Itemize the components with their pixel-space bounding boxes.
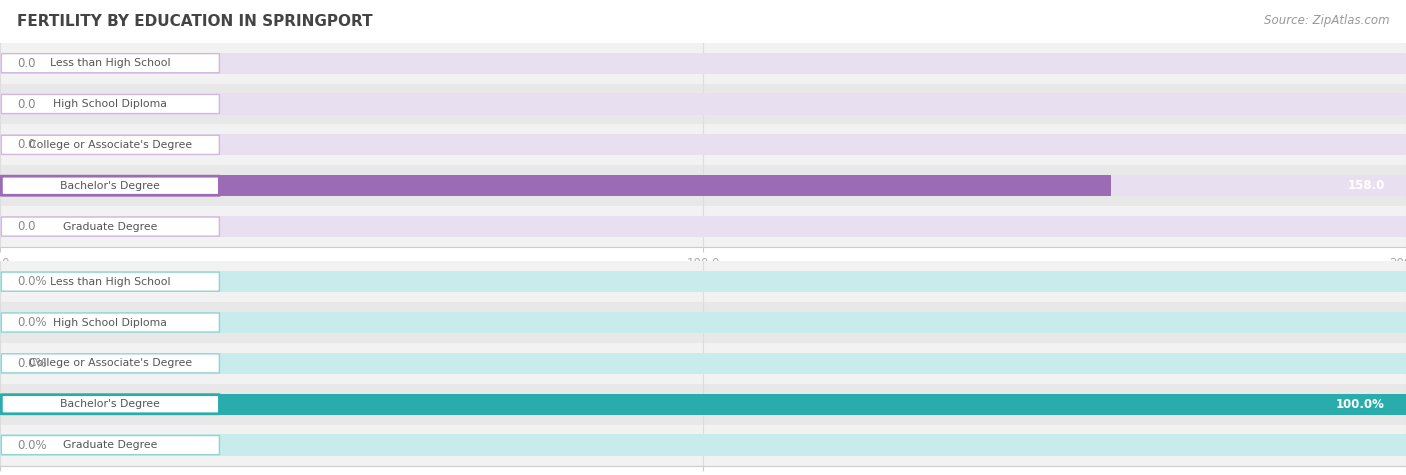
Text: 0.0%: 0.0% <box>17 357 46 370</box>
Bar <box>0 302 1406 343</box>
Bar <box>0 124 1406 165</box>
Text: 0.0%: 0.0% <box>17 316 46 329</box>
Bar <box>0 53 1406 74</box>
Text: Graduate Degree: Graduate Degree <box>63 221 157 232</box>
Text: Less than High School: Less than High School <box>51 276 170 287</box>
FancyBboxPatch shape <box>1 313 219 332</box>
FancyBboxPatch shape <box>1 436 219 455</box>
FancyBboxPatch shape <box>1 217 219 236</box>
Bar <box>0 271 1406 292</box>
Bar <box>0 134 1406 155</box>
Bar <box>0 261 1406 302</box>
FancyBboxPatch shape <box>1 395 219 414</box>
Bar <box>0 43 1406 84</box>
Bar <box>0 216 1406 237</box>
Text: 100.0%: 100.0% <box>1336 398 1385 411</box>
FancyBboxPatch shape <box>1 95 219 114</box>
Text: High School Diploma: High School Diploma <box>53 99 167 109</box>
Bar <box>0 435 1406 456</box>
Text: Less than High School: Less than High School <box>51 58 170 68</box>
Bar <box>0 312 1406 333</box>
Bar <box>0 175 1406 196</box>
Text: College or Associate's Degree: College or Associate's Degree <box>28 358 193 369</box>
Bar <box>0 94 1406 114</box>
FancyBboxPatch shape <box>1 135 219 154</box>
Bar <box>0 206 1406 247</box>
Text: Bachelor's Degree: Bachelor's Degree <box>60 399 160 409</box>
Text: Source: ZipAtlas.com: Source: ZipAtlas.com <box>1264 14 1389 27</box>
Bar <box>0 394 1406 415</box>
Text: College or Associate's Degree: College or Associate's Degree <box>28 140 193 150</box>
Text: 0.0: 0.0 <box>17 138 35 152</box>
Text: 0.0: 0.0 <box>17 220 35 233</box>
Text: Bachelor's Degree: Bachelor's Degree <box>60 180 160 191</box>
Bar <box>0 394 1406 415</box>
Bar <box>0 343 1406 384</box>
FancyBboxPatch shape <box>1 54 219 73</box>
Bar <box>0 175 1111 196</box>
Bar <box>0 84 1406 124</box>
FancyBboxPatch shape <box>1 176 219 195</box>
Text: Graduate Degree: Graduate Degree <box>63 440 157 450</box>
Bar <box>0 353 1406 374</box>
Bar <box>0 425 1406 466</box>
Text: 158.0: 158.0 <box>1347 179 1385 192</box>
Text: 0.0%: 0.0% <box>17 275 46 288</box>
FancyBboxPatch shape <box>1 354 219 373</box>
Text: 0.0: 0.0 <box>17 97 35 111</box>
Bar <box>0 384 1406 425</box>
Bar <box>0 165 1406 206</box>
Text: 0.0: 0.0 <box>17 57 35 70</box>
FancyBboxPatch shape <box>1 272 219 291</box>
Text: FERTILITY BY EDUCATION IN SPRINGPORT: FERTILITY BY EDUCATION IN SPRINGPORT <box>17 14 373 29</box>
Text: 0.0%: 0.0% <box>17 438 46 452</box>
Text: High School Diploma: High School Diploma <box>53 317 167 328</box>
